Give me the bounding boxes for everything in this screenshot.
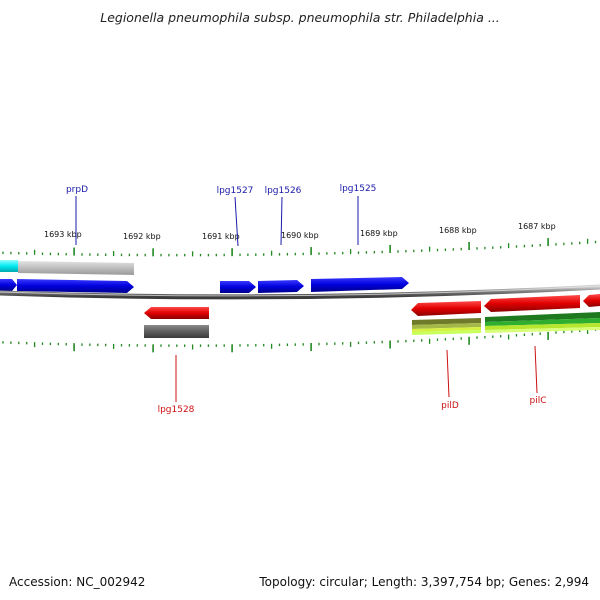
feature-stack-pilc[interactable] [485,312,600,333]
scale-label: 1689 kbp [360,229,398,238]
gene-arrow-reverse[interactable] [144,307,209,319]
gene-arrow-reverse[interactable] [484,295,580,312]
gene-label-pilc[interactable]: pilC [530,396,547,406]
gene-arrow-reverse[interactable] [411,301,481,316]
gene-label-lpg1525[interactable]: lpg1525 [340,184,377,194]
gene-label-prpd[interactable]: prpD [66,185,88,195]
gene-arrow-forward[interactable] [258,280,304,293]
gene-feature-gray[interactable] [18,261,134,275]
gene-arrow-forward[interactable] [0,279,17,291]
gene-label-lpg1528[interactable]: lpg1528 [158,405,195,415]
topology-summary: Topology: circular; Length: 3,397,754 bp… [259,575,589,589]
gene-arrow-forward[interactable] [311,277,409,292]
scale-label: 1690 kbp [281,231,319,240]
map-title: Legionella pneumophila subsp. pneumophil… [100,10,500,25]
feature-stack-pild[interactable] [412,318,481,335]
gene-label-lpg1527[interactable]: lpg1527 [217,186,254,196]
scale-label: 1691 kbp [202,232,240,241]
lower-scale-ticks [2,328,597,353]
scale-label: 1693 kbp [44,230,82,239]
accession-label: Accession: NC_002942 [9,575,146,589]
scale-label: 1687 kbp [518,222,556,231]
gene-arrow-forward[interactable] [17,279,134,293]
scale-label: 1688 kbp [439,226,477,235]
scale-label: 1692 kbp [123,232,161,241]
gene-feature-gray-dark[interactable] [144,325,209,338]
gene-arrow-reverse[interactable] [583,294,600,307]
upper-scale-ticks [2,238,597,257]
gene-feature-cyan[interactable] [0,260,18,272]
genome-backbone [0,284,600,300]
gene-label-pild[interactable]: pilD [441,401,459,411]
gene-arrow-forward[interactable] [220,281,256,293]
gene-label-lpg1526[interactable]: lpg1526 [265,186,302,196]
